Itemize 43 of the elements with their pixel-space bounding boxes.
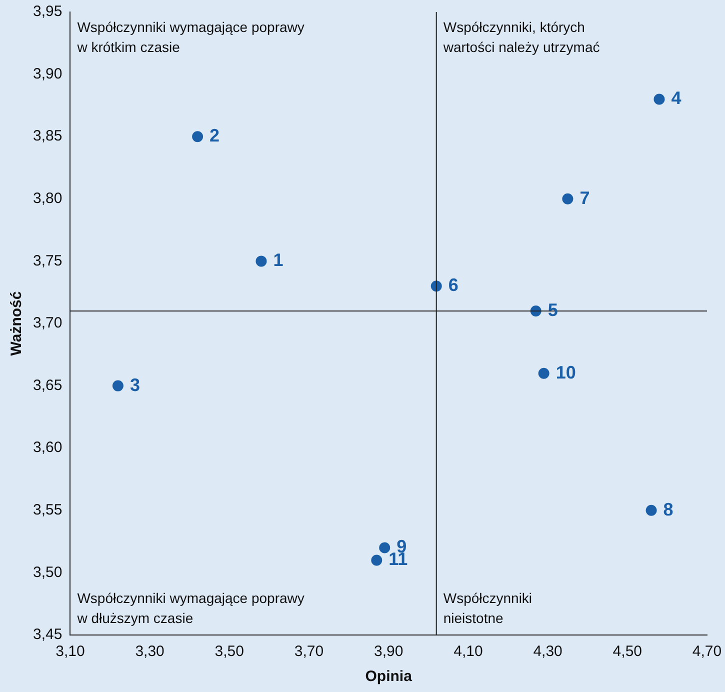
point [379, 542, 390, 554]
y-tick-label: 3,65 [32, 376, 62, 394]
annotation: 8 [663, 499, 674, 520]
x-tick-label: 4,70 [692, 643, 722, 660]
annotation: Współczynniki, których wartości należy utrzymać [442, 19, 600, 55]
point [654, 94, 665, 105]
annotation: 3 [130, 374, 140, 395]
x-tick-label: 3,10 [56, 643, 85, 660]
y-tick-label: 3,60 [32, 439, 62, 456]
y-tick-label: 3,50 [32, 564, 62, 581]
y-tick-label: 3,55 [32, 502, 62, 519]
annotation: 1 [273, 250, 284, 270]
annotation: Współczynniki nieistotne [443, 590, 532, 626]
x-tick-label: 4,10 [454, 643, 483, 660]
annotation: 10 [556, 362, 576, 382]
x-axis-title: Opinia [365, 668, 413, 686]
x-tick-label: 3,50 [214, 643, 244, 660]
annotation: 6 [448, 275, 458, 296]
point [538, 368, 550, 379]
annotation: Współczynniki wymagające poprawy w krótkim czasie [76, 19, 304, 55]
point [646, 504, 657, 516]
x-tick-label: 3,70 [294, 643, 324, 660]
y-tick-label: 3,45 [32, 626, 62, 644]
y-tick-label: 3,95 [32, 3, 62, 20]
annotation: Współczynniki wymagające poprawy w dłuższym czasie [76, 590, 304, 626]
y-tick-label: 3,80 [32, 190, 62, 208]
y-tick-label: 3,85 [32, 128, 62, 145]
x-tick-label: 3,30 [135, 643, 164, 660]
y-tick-label: 3,70 [32, 314, 62, 332]
y-tick-label: 3,75 [32, 252, 62, 270]
x-tick-label: 4,30 [533, 643, 562, 660]
x-tick-label: 4,50 [612, 643, 642, 660]
y-axis-title: Ważność [8, 291, 26, 356]
y-tick-label: 3,90 [32, 65, 62, 82]
point [562, 193, 574, 204]
annotation: 4 [671, 88, 682, 108]
annotation: 2 [210, 126, 220, 146]
point [371, 554, 382, 566]
annotation: 7 [580, 188, 590, 208]
point [192, 131, 204, 142]
point [112, 380, 124, 392]
point [256, 256, 267, 267]
x-tick-label: 3,90 [374, 643, 404, 660]
